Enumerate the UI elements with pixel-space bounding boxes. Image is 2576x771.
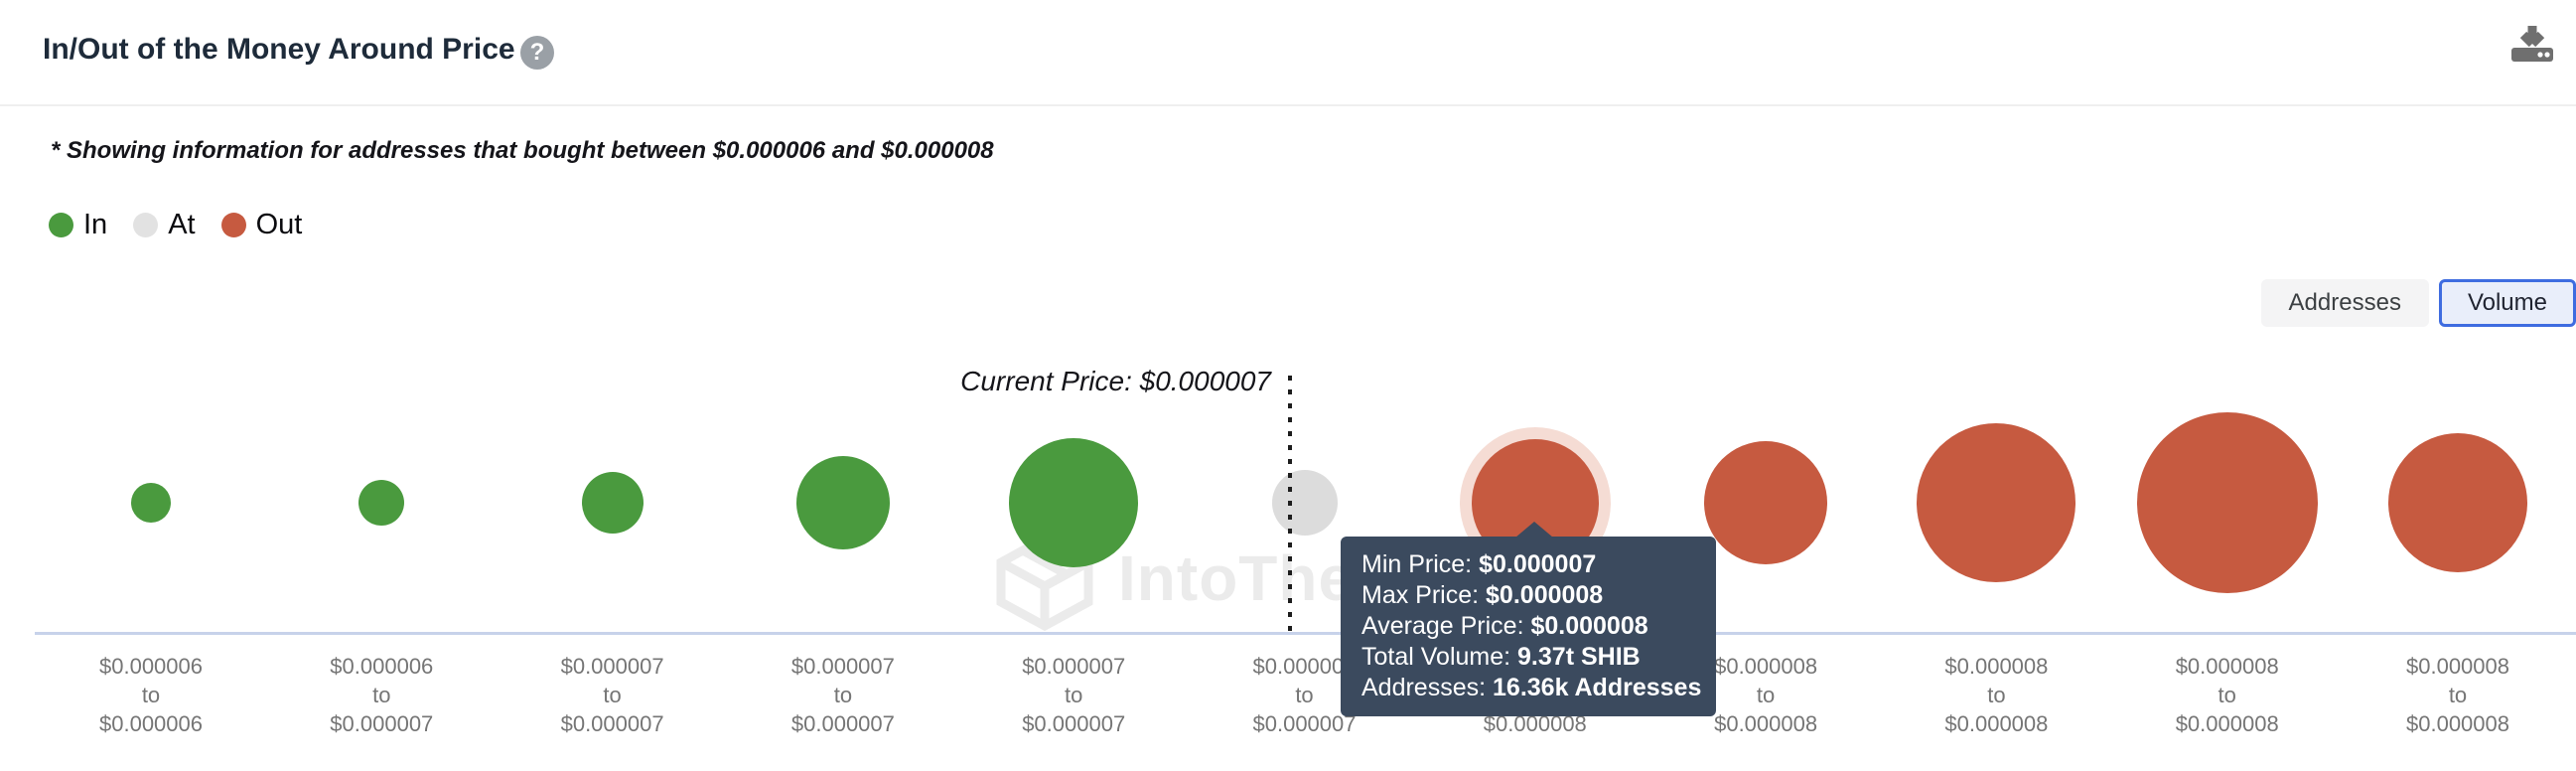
bubble-out-7[interactable]	[1704, 441, 1828, 564]
legend-item-in[interactable]: In	[49, 209, 107, 241]
bubble-out-8[interactable]	[1917, 423, 2076, 582]
bubble-at-5[interactable]	[1271, 470, 1338, 536]
current-price-dotted-line	[1288, 376, 1292, 634]
x-axis-label-7: $0.000008 to $0.000008	[1650, 652, 1881, 738]
x-axis-label-line: $0.000007	[560, 711, 664, 736]
x-axis-label-line: $0.000007	[1252, 711, 1357, 736]
legend-dot-icon	[133, 213, 159, 237]
tooltip-row-label: Average Price:	[1361, 612, 1531, 640]
x-axis-label-line: $0.000008	[1944, 654, 2049, 679]
x-axis-line	[35, 632, 2576, 635]
bubble-in-2[interactable]	[581, 472, 644, 534]
x-axis-label-line: $0.000007	[330, 711, 434, 736]
tooltip-row: Total Volume: 9.37t SHIB	[1361, 642, 1695, 673]
bubble-in-3[interactable]	[795, 456, 890, 549]
tooltip-arrow-icon	[1515, 522, 1553, 538]
tooltip-row: Average Price: $0.000008	[1361, 611, 1695, 642]
page-title: In/Out of the Money Around Price	[43, 33, 515, 66]
x-axis-label-line: to	[1065, 683, 1083, 707]
x-axis-label-8: $0.000008 to $0.000008	[1881, 652, 2111, 738]
x-axis-label-line: to	[833, 683, 853, 707]
download-icon[interactable]	[2508, 22, 2556, 70]
legend-dot-icon	[49, 213, 73, 237]
x-axis-label-line: to	[141, 683, 161, 707]
x-axis-label-line: $0.000007	[1022, 711, 1126, 736]
x-axis-label-line: to	[2218, 683, 2236, 707]
tooltip-row: Max Price: $0.000008	[1361, 580, 1695, 611]
x-axis-label-line: $0.000008	[1944, 711, 2049, 736]
x-axis-label-line: $0.000008	[2175, 654, 2279, 679]
tooltip-row-value: 16.36k Addresses	[1493, 674, 1702, 701]
x-axis-label-10: $0.000008 to $0.000008	[2343, 652, 2573, 738]
tooltip-row: Addresses: 16.36k Addresses	[1361, 673, 1701, 703]
x-axis-label-9: $0.000008 to $0.000008	[2112, 652, 2343, 738]
x-axis-label-0: $0.000006 to $0.000006	[36, 652, 266, 738]
legend-dot-icon	[220, 213, 246, 237]
x-axis-label-line: $0.000008	[2406, 711, 2509, 736]
x-axis-label-2: $0.000007 to $0.000007	[498, 652, 728, 738]
x-axis-label-3: $0.000007 to $0.000007	[728, 652, 958, 738]
toggle-volume-button[interactable]: Volume	[2438, 279, 2576, 327]
chart-note: * Showing information for addresses that…	[51, 137, 994, 164]
tooltip-row-label: Addresses:	[1361, 674, 1494, 701]
x-axis-label-line: $0.000006	[330, 654, 434, 679]
tooltip-row-value: $0.000007	[1479, 550, 1597, 578]
legend-item-at[interactable]: At	[133, 209, 196, 241]
legend: In At Out	[49, 209, 302, 241]
tooltip-row: Min Price: $0.000007	[1361, 549, 1695, 580]
tooltip-row-label: Total Volume:	[1361, 643, 1518, 671]
x-axis-label-line: $0.000007	[1022, 654, 1126, 679]
help-icon[interactable]: ?	[520, 36, 554, 70]
tooltip-row-label: Min Price:	[1361, 550, 1480, 578]
x-axis-label-line: $0.000007	[1252, 654, 1357, 679]
x-axis-label-line: to	[1295, 683, 1314, 707]
header-divider	[0, 104, 2576, 106]
tooltip-row-value: 9.37t SHIB	[1517, 643, 1641, 671]
legend-label: Out	[255, 209, 303, 240]
x-axis-label-line: $0.000008	[2406, 654, 2509, 679]
legend-label: In	[83, 209, 108, 240]
tooltip-row-value: $0.000008	[1530, 612, 1648, 640]
tooltip-row-label: Max Price:	[1361, 581, 1487, 609]
x-axis-label-line: to	[372, 683, 391, 707]
x-axis-label-line: $0.000008	[2175, 711, 2279, 736]
legend-label: At	[168, 209, 196, 240]
x-axis-label-line: $0.000006	[99, 711, 203, 736]
current-price-label: Current Price: $0.000007	[960, 366, 1271, 396]
x-axis-label-line: to	[603, 683, 622, 707]
view-toggle-group: Addresses Volume	[2260, 279, 2576, 327]
toggle-addresses-button[interactable]: Addresses	[2260, 279, 2429, 327]
x-axis-label-line: $0.000008	[1714, 654, 1818, 679]
x-axis-label-line: $0.000006	[99, 654, 203, 679]
x-axis-label-line: $0.000008	[1714, 711, 1818, 736]
x-axis-label-line: $0.000007	[560, 654, 664, 679]
x-axis-label-line: to	[2448, 683, 2468, 707]
tooltip: Min Price: $0.000007 Max Price: $0.000008…	[1341, 522, 1716, 716]
bubble-in-1[interactable]	[358, 480, 405, 526]
x-axis-label-4: $0.000007 to $0.000007	[958, 652, 1189, 738]
legend-item-out[interactable]: Out	[220, 209, 303, 241]
bubble-out-10[interactable]	[2388, 433, 2527, 572]
x-axis-label-line: $0.000007	[790, 711, 895, 736]
bubble-in-4[interactable]	[1009, 438, 1139, 567]
bubble-out-9[interactable]	[2136, 412, 2318, 593]
tooltip-row-value: $0.000008	[1486, 581, 1604, 609]
x-axis-label-1: $0.000006 to $0.000007	[266, 652, 497, 738]
x-axis-label-5: $0.000007 to $0.000007	[1190, 652, 1420, 738]
x-axis-label-line: to	[1987, 683, 2006, 707]
x-axis-label-line: $0.000007	[790, 654, 895, 679]
download-icon-glyph	[2511, 26, 2553, 62]
bubble-in-0[interactable]	[131, 483, 171, 523]
x-axis-label-line: to	[1756, 683, 1776, 707]
